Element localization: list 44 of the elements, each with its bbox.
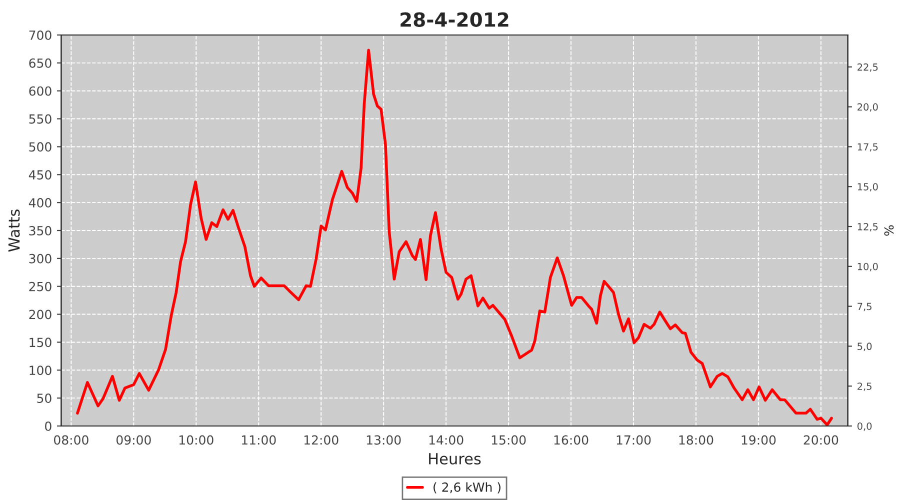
x-tick-label: 08:00 <box>54 435 88 445</box>
x-tick-label: 14:00 <box>429 435 464 445</box>
y-tick-label: 650 <box>29 58 52 68</box>
y2-tick-label: 15,0 <box>858 183 878 192</box>
y-tick-label: 200 <box>29 310 52 320</box>
y-tick-label: 700 <box>29 30 52 40</box>
y-tick-label: 250 <box>29 282 52 292</box>
y-tick-label: 0 <box>45 421 52 431</box>
y2-axis-title: % <box>884 225 894 236</box>
x-tick-label: 20:00 <box>804 435 838 445</box>
y2-tick-label: 10,0 <box>858 262 878 272</box>
y2-tick-label: 20,0 <box>858 103 878 112</box>
legend-label: ( 2,6 kWh ) <box>434 482 500 494</box>
x-tick-label: 16:00 <box>554 435 588 445</box>
chart-title: 28-4-2012 <box>400 12 508 27</box>
x-tick-label: 10:00 <box>180 435 214 445</box>
y-tick-label: 500 <box>29 142 52 152</box>
x-tick-label: 12:00 <box>304 435 338 445</box>
x-tick-label: 15:00 <box>492 435 526 445</box>
y2-tick-label: 7,5 <box>858 302 872 312</box>
y-tick-label: 400 <box>28 198 52 208</box>
x-tick-label: 11:00 <box>242 435 276 445</box>
y2-tick-label: 17,5 <box>858 143 878 152</box>
y2-tick-label: 5,0 <box>858 342 872 352</box>
y-axis-title: Watts <box>8 210 20 252</box>
y-tick-label: 450 <box>28 170 52 180</box>
x-tick-label: 09:00 <box>116 435 151 445</box>
y2-tick-label: 22,5 <box>858 63 878 72</box>
y-tick-label: 350 <box>29 226 52 236</box>
line-series <box>76 48 833 426</box>
y2-tick-label: 12,5 <box>858 222 878 232</box>
x-axis-title: Heures <box>429 453 481 465</box>
x-tick-label: 13:00 <box>366 435 401 445</box>
y2-tick-label: 2,5 <box>858 382 872 391</box>
y-tick-label: 100 <box>30 366 52 376</box>
y-tick-label: 50 <box>37 394 52 403</box>
y-tick-label: 300 <box>29 254 52 264</box>
y-tick-label: 550 <box>29 114 52 124</box>
x-tick-label: 18:00 <box>679 435 714 445</box>
y-tick-label: 600 <box>29 86 52 96</box>
y2-tick-label: 0,0 <box>857 422 872 431</box>
x-tick-label: 17:00 <box>616 435 651 445</box>
y-tick-label: 150 <box>30 338 52 348</box>
x-tick-label: 19:00 <box>742 435 776 445</box>
